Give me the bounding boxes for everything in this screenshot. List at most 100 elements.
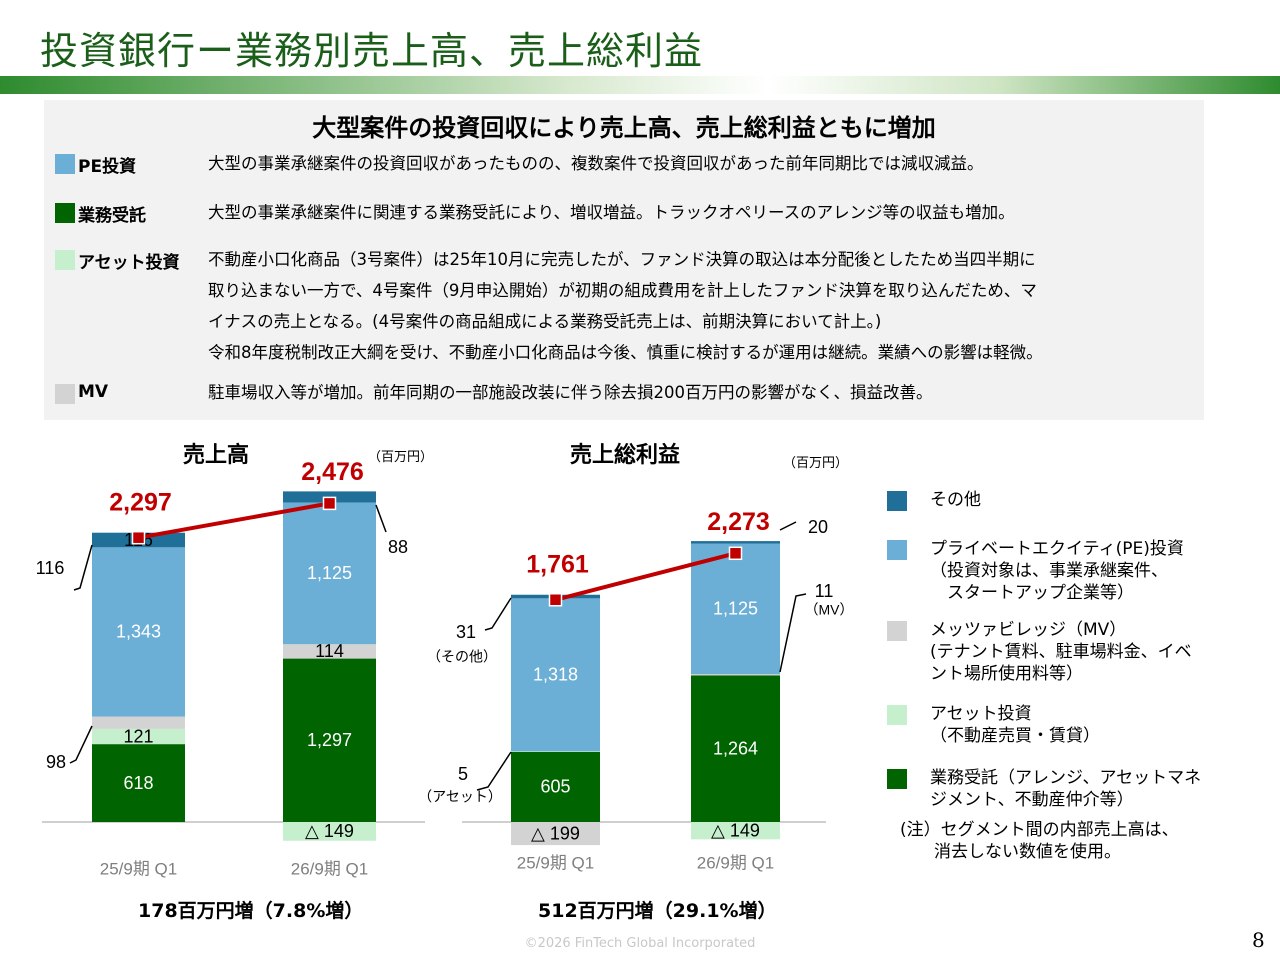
category-label: 25/9期 Q1 bbox=[100, 859, 178, 878]
bar-label-pe: 1,318 bbox=[533, 665, 578, 685]
chart-legend: その他プライベートエクイティ(PE)投資 （投資対象は、事業承継案件、 スタートア… bbox=[885, 485, 1265, 885]
bar-label-contract: 1,264 bbox=[713, 738, 758, 758]
legend-label-asset: アセット投資 （不動産売買・賃貸） bbox=[930, 703, 1100, 747]
total-label: 1,761 bbox=[526, 550, 589, 578]
legend-line: プライベートエクイティ(PE)投資 bbox=[930, 539, 1184, 559]
gross-profit-chart-unit: （百万円） bbox=[783, 456, 849, 471]
leader-line-other bbox=[779, 521, 797, 531]
legend-swatch-mv bbox=[887, 621, 907, 641]
bar-mv bbox=[92, 716, 185, 729]
legend-line: メッツァビレッジ（MV） bbox=[930, 620, 1127, 640]
leader-line-other bbox=[484, 597, 512, 631]
gross-profit-change-summary: 512百万円増（29.1%増） bbox=[538, 900, 777, 922]
leader-line-other bbox=[375, 504, 387, 533]
total-trend-line bbox=[554, 551, 737, 602]
bar-label-asset: 121 bbox=[123, 726, 153, 746]
bar-contract bbox=[511, 751, 600, 822]
copyright-footer: ©2026 FinTech Global Incorporated bbox=[524, 936, 756, 951]
bar-label-contract: 1,297 bbox=[307, 730, 352, 750]
legend-swatch-pe bbox=[887, 540, 907, 560]
asset-segment-desc-line-3: イナスの売上となる。(4号案件の商品組成による業務受託売上は、前期決算において計… bbox=[208, 312, 882, 331]
bar-mv bbox=[511, 822, 600, 846]
legend-swatch-asset bbox=[887, 705, 907, 725]
mv-segment-swatch bbox=[55, 384, 75, 404]
bar-label-contract: 618 bbox=[123, 773, 153, 793]
leader-label-mv: 11 bbox=[815, 581, 834, 601]
legend-line: （不動産売買・賃貸） bbox=[930, 726, 1100, 746]
bar-pe bbox=[92, 547, 185, 717]
bar-pe bbox=[691, 543, 780, 675]
total-label: 2,273 bbox=[707, 508, 770, 536]
revenue-chart-title: 売上高 bbox=[183, 443, 250, 468]
total-marker bbox=[131, 530, 146, 545]
bar-contract bbox=[691, 675, 780, 822]
legend-swatch-contract bbox=[887, 769, 907, 789]
legend-line: その他 bbox=[930, 490, 981, 510]
bar-label-pe: 1,125 bbox=[713, 599, 758, 619]
leader-label-mv: 98 bbox=[46, 752, 66, 772]
asset-segment-name: アセット投資 bbox=[78, 253, 180, 273]
legend-swatch-other bbox=[887, 491, 907, 511]
revenue-change-summary: 178百万円増（7.8%増） bbox=[138, 900, 364, 922]
bar-contract bbox=[283, 658, 376, 822]
legend-label-contract: 業務受託（アレンジ、アセットマネ ジメント、不動産仲介等） bbox=[930, 767, 1201, 811]
legend-label-other: その他 bbox=[930, 489, 981, 511]
headline: 大型案件の投資回収により売上高、売上総利益ともに増加 bbox=[312, 114, 936, 142]
bar-label-pe: 1,343 bbox=[116, 622, 161, 642]
leader-label-asset: 5 bbox=[458, 764, 468, 784]
segment-note: (注）セグメント間の内部売上高は、 消去しない数値を使用。 bbox=[900, 819, 1179, 863]
legend-line: ント場所使用料等） bbox=[930, 664, 1083, 684]
legend-line: アセット投資 bbox=[930, 704, 1032, 724]
asset-segment-desc-line-1: 不動産小口化商品（3号案件）は25年10月に完売したが、ファンド決算の取込は本分… bbox=[208, 250, 1036, 269]
pe-segment-name: PE投資 bbox=[78, 157, 137, 177]
bar-asset bbox=[691, 822, 780, 840]
legend-line: （投資対象は、事業承継案件、 bbox=[930, 561, 1168, 581]
page-number: 8 bbox=[1252, 928, 1265, 952]
asset-segment-swatch bbox=[55, 250, 75, 270]
bar-other bbox=[691, 541, 780, 544]
bar-label-mv: 114 bbox=[315, 641, 344, 661]
total-marker bbox=[548, 593, 563, 607]
asset-segment-desc-line-2: 取り込まない一方で、4号案件（9月申込開始）が初期の組成費用を計上したファンド決… bbox=[208, 281, 1037, 300]
leader-label-other: 116 bbox=[36, 558, 65, 578]
legend-label-pe: プライベートエクイティ(PE)投資 （投資対象は、事業承継案件、 スタートアップ企… bbox=[930, 538, 1184, 604]
leader-line-mv bbox=[779, 593, 807, 673]
legend-line: スタートアップ企業等） bbox=[930, 583, 1134, 603]
leader-label-other: 88 bbox=[388, 537, 408, 557]
leader-line-asset bbox=[476, 751, 512, 791]
bar-mv bbox=[283, 644, 376, 659]
bar-pe bbox=[283, 502, 376, 645]
pe-segment-swatch bbox=[55, 154, 75, 174]
total-label: 2,476 bbox=[301, 458, 364, 486]
title-underline bbox=[0, 76, 1280, 94]
bar-label-asset: △ 149 bbox=[305, 821, 354, 841]
total-label: 2,297 bbox=[109, 488, 172, 516]
category-label: 26/9期 Q1 bbox=[697, 853, 775, 872]
pe-segment-desc: 大型の事業承継案件の投資回収があったものの、複数案件で投資回収があった前年同期比… bbox=[208, 154, 984, 173]
mv-segment-name: MV bbox=[78, 382, 109, 402]
bar-mv bbox=[691, 672, 780, 676]
leader-label-other: 20 bbox=[808, 517, 828, 537]
legend-label-mv: メッツァビレッジ（MV） (テナント賃料、駐車場料金、イベ ント場所使用料等） bbox=[930, 619, 1192, 685]
leader-line-mv bbox=[69, 725, 93, 764]
bar-asset bbox=[92, 728, 185, 745]
revenue-chart-unit: （百万円） bbox=[368, 450, 434, 465]
total-trend-line bbox=[138, 501, 330, 540]
leader-label-other: 31 bbox=[456, 622, 476, 642]
bar-asset bbox=[283, 822, 376, 841]
total-marker bbox=[322, 496, 337, 511]
bar-label-mv: △ 199 bbox=[531, 823, 580, 843]
note-line: (注）セグメント間の内部売上高は、 bbox=[900, 820, 1179, 840]
mv-segment-desc: 駐車場収入等が増加。前年同期の一部施設改装に伴う除去損200百万円の影響がなく、… bbox=[208, 383, 933, 402]
leader-annotation-asset: （アセット） bbox=[418, 789, 502, 805]
bar-label-pe: 1,125 bbox=[307, 563, 352, 583]
gross-profit-chart-title: 売上総利益 bbox=[570, 443, 681, 468]
category-label: 25/9期 Q1 bbox=[517, 853, 595, 872]
legend-line: ジメント、不動産仲介等） bbox=[930, 790, 1134, 810]
legend-line: (テナント賃料、駐車場料金、イベ bbox=[930, 642, 1192, 662]
segment-summary-box: 大型案件の投資回収により売上高、売上総利益ともに増加 PE投資 大型の事業承継案… bbox=[44, 100, 1204, 420]
contract-segment-swatch bbox=[55, 203, 75, 223]
bar-contract bbox=[92, 744, 185, 822]
bar-label-contract: 605 bbox=[540, 777, 570, 797]
